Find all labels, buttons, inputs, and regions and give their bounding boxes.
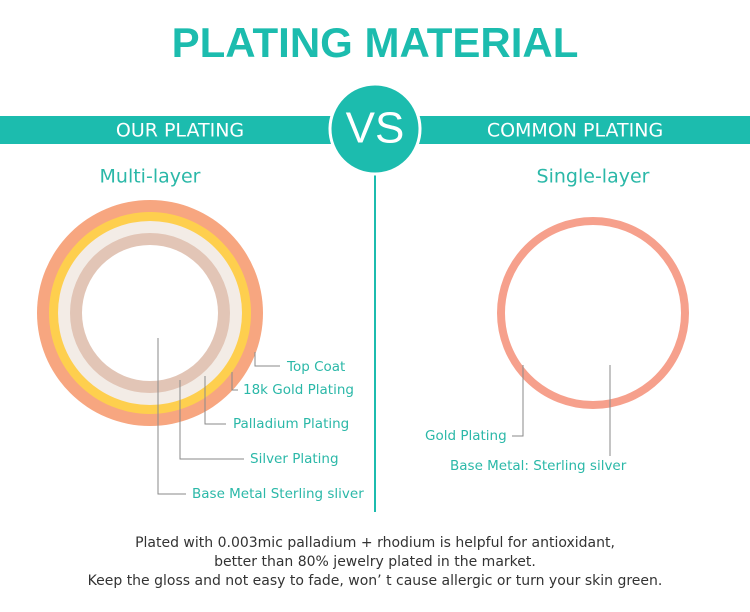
leader-line xyxy=(157,338,186,495)
subtitle: Single-layer xyxy=(537,166,650,188)
footer-line: Keep the gloss and not easy to fade, won… xyxy=(88,573,663,589)
subtitle: Multi-layer xyxy=(100,166,201,188)
leader-line xyxy=(179,380,244,460)
vs-badge xyxy=(328,82,422,176)
banner-right: COMMON PLATING xyxy=(487,120,663,142)
banner-left: OUR PLATING xyxy=(116,120,244,142)
layer-label: Base Metal: Sterling silver xyxy=(450,458,627,474)
leader-line xyxy=(254,352,280,367)
leader-line xyxy=(512,365,524,437)
footer-line: better than 80% jewelry plated in the ma… xyxy=(214,554,536,570)
layer-label: 18k Gold Plating xyxy=(243,382,354,398)
ring-hole xyxy=(82,245,218,381)
leaders xyxy=(157,338,611,495)
layer-label: Palladium Plating xyxy=(233,416,349,432)
multi-layer-ring xyxy=(37,200,263,426)
layer-label: Silver Plating xyxy=(250,451,339,467)
layer-label: Gold Plating xyxy=(425,428,507,444)
footer-line: Plated with 0.003mic palladium + rhodium… xyxy=(135,535,615,551)
vs-text: VS xyxy=(346,104,405,153)
layer-label: Top Coat xyxy=(286,359,345,375)
leader-line xyxy=(204,376,226,425)
title: PLATING MATERIAL xyxy=(172,19,579,66)
layer-label: Base Metal Sterling sliver xyxy=(192,486,364,502)
leader-line xyxy=(231,372,238,391)
single-layer-ring xyxy=(497,217,689,409)
